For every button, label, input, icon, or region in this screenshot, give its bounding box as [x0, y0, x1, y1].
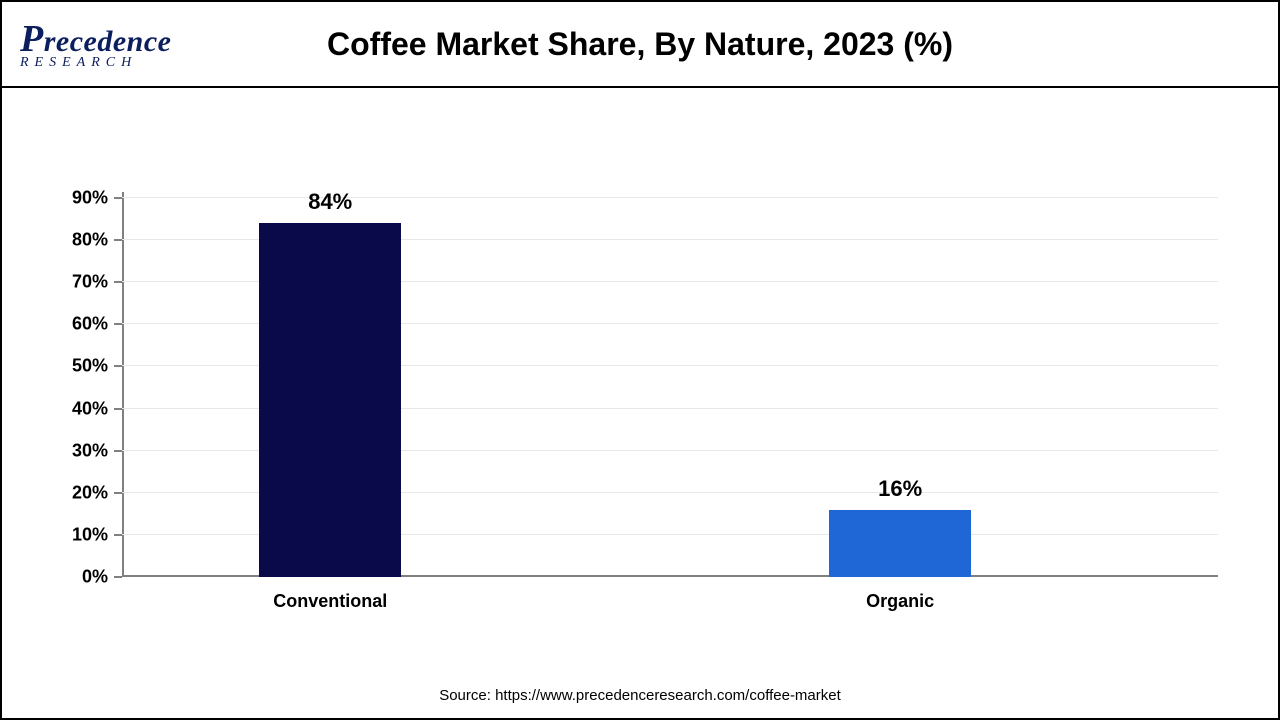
bar: 16% [829, 510, 971, 577]
plot-area: 0%10%20%30%40%50%60%70%80%90%84%Conventi… [122, 198, 1218, 577]
bar-value-label: 84% [259, 189, 401, 223]
y-axis-label: 50% [72, 356, 122, 377]
logo-brand: Precedence [20, 20, 171, 58]
logo-subtext: RESEARCH [20, 56, 171, 70]
y-axis-line [122, 192, 124, 577]
chart-title: Coffee Market Share, By Nature, 2023 (%) [2, 26, 1278, 63]
y-axis-label: 60% [72, 314, 122, 335]
logo-initial: P [20, 18, 44, 60]
source-caption: Source: https://www.precedenceresearch.c… [2, 687, 1278, 718]
y-axis-label: 30% [72, 440, 122, 461]
bar-value-label: 16% [829, 476, 971, 510]
chart-zone: 0%10%20%30%40%50%60%70%80%90%84%Conventi… [2, 88, 1278, 687]
category-label: Conventional [273, 577, 387, 612]
y-axis-label: 40% [72, 398, 122, 419]
y-axis-label: 70% [72, 272, 122, 293]
y-axis-label: 20% [72, 482, 122, 503]
y-axis-label: 90% [72, 188, 122, 209]
header-row: Precedence RESEARCH Coffee Market Share,… [2, 2, 1278, 88]
bar: 84% [259, 223, 401, 577]
chart-frame: Precedence RESEARCH Coffee Market Share,… [0, 0, 1280, 720]
y-axis-label: 80% [72, 230, 122, 251]
brand-logo: Precedence RESEARCH [20, 20, 171, 70]
logo-rest: recedence [44, 25, 172, 58]
y-axis-label: 10% [72, 524, 122, 545]
y-axis-label: 0% [82, 567, 122, 588]
category-label: Organic [866, 577, 934, 612]
